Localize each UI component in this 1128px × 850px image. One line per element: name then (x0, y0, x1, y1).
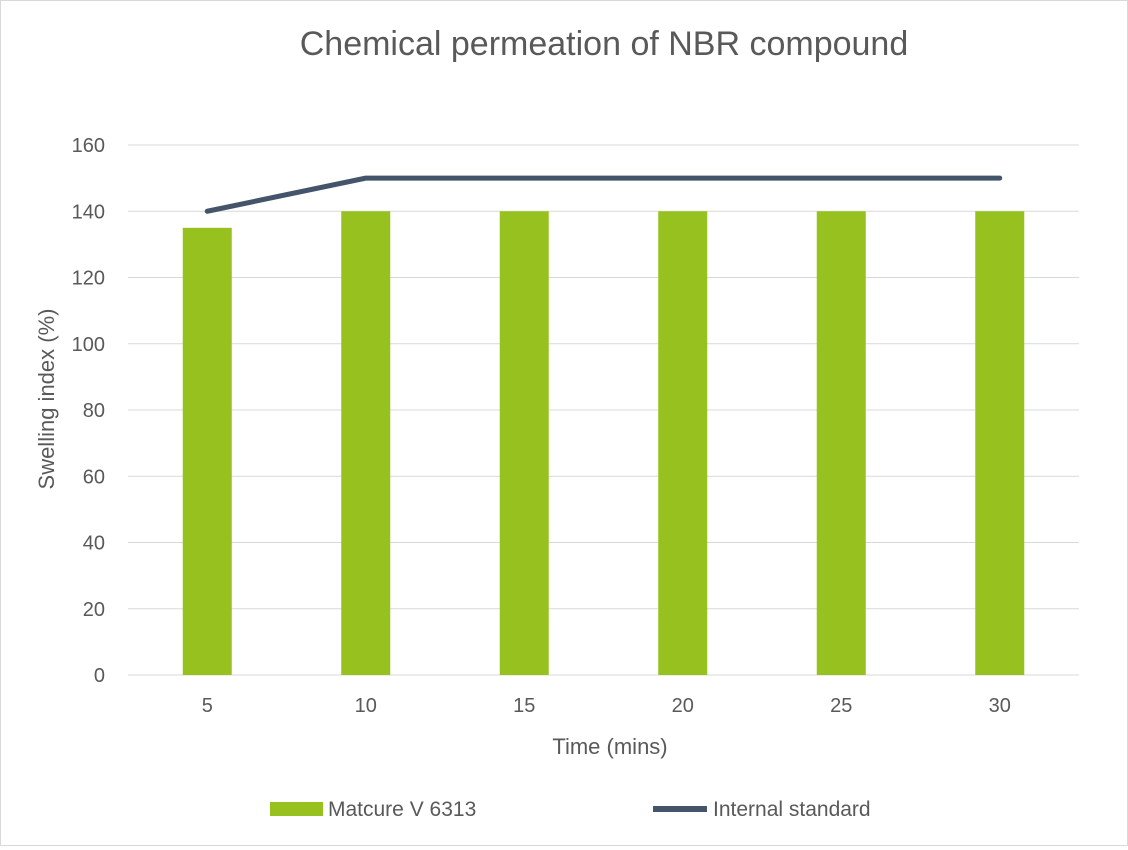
line-series (204, 175, 1003, 214)
x-axis-ticks: 5 10 15 20 25 30 (202, 695, 1011, 717)
legend-label-matcure: Matcure V 6313 (328, 798, 476, 821)
y-tick-label: 120 (72, 268, 105, 290)
y-tick-label: 160 (72, 135, 105, 157)
series-line-internal-standard (204, 175, 1003, 214)
y-tick-label: 80 (83, 400, 105, 422)
chart-title: Chemical permeation of NBR compound (300, 25, 909, 63)
x-tick-label: 15 (513, 695, 535, 717)
y-tick-label: 60 (83, 466, 105, 488)
legend: Matcure V 6313 Internal standard (270, 798, 871, 821)
gridlines (128, 144, 1079, 676)
y-tick-label: 20 (83, 599, 105, 621)
bar (341, 211, 391, 675)
bar (975, 211, 1025, 675)
legend-label-internal-standard: Internal standard (713, 798, 871, 821)
y-tick-label: 140 (72, 201, 105, 223)
legend-swatch-matcure (270, 802, 323, 816)
x-tick-label: 20 (672, 695, 694, 717)
bar (816, 211, 866, 675)
y-tick-label: 100 (72, 334, 105, 356)
x-axis-label: Time (mins) (552, 734, 667, 759)
bar (182, 227, 232, 675)
x-tick-label: 5 (202, 695, 213, 717)
x-tick-label: 25 (830, 695, 852, 717)
x-tick-label: 30 (989, 695, 1011, 717)
bar (499, 211, 549, 675)
y-axis-ticks: 0 20 40 60 80 100 120 140 160 (72, 135, 105, 687)
x-tick-label: 10 (355, 695, 377, 717)
bar (658, 211, 708, 675)
y-tick-label: 40 (83, 533, 105, 555)
bar-series (182, 211, 1025, 675)
y-axis-label: Swelling index (%) (34, 309, 59, 490)
y-tick-label: 0 (94, 665, 105, 687)
